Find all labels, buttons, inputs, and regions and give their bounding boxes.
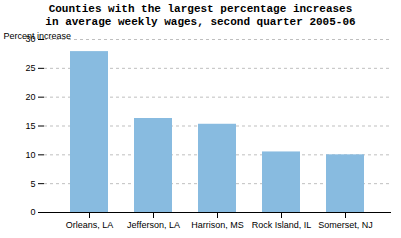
svg-text:5: 5 <box>30 179 35 189</box>
svg-text:25: 25 <box>25 63 35 73</box>
html-text:Counties with the largest perc: Counties with the largest percentage inc… <box>48 3 353 15</box>
svg-text:Harrison, MS: Harrison, MS <box>191 220 244 230</box>
html-text:in average weekly wages, secon: in average weekly wages, second quarter … <box>45 16 356 28</box>
svg-text:Percent increase: Percent increase <box>4 31 72 41</box>
svg-text:Jefferson, LA: Jefferson, LA <box>127 220 180 230</box>
svg-text:10: 10 <box>25 150 35 160</box>
svg-text:15: 15 <box>25 121 35 131</box>
svg-text:0: 0 <box>30 207 35 217</box>
svg-text:Orleans, LA: Orleans, LA <box>66 220 114 230</box>
svg-text:Somerset, NJ: Somerset, NJ <box>318 220 373 230</box>
svg-text:20: 20 <box>25 92 35 102</box>
svg-text:Rock Island, IL: Rock Island, IL <box>252 220 312 230</box>
